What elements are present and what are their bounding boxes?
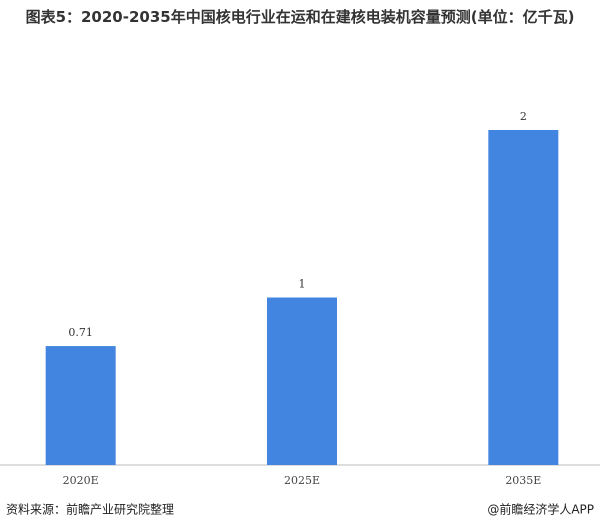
x-tick-label: 2025E bbox=[284, 474, 320, 487]
value-label: 0.71 bbox=[68, 326, 93, 339]
bar bbox=[488, 130, 559, 465]
bar bbox=[45, 346, 116, 465]
value-label: 1 bbox=[299, 278, 306, 291]
x-tick-label: 2020E bbox=[63, 474, 99, 487]
chart-title: 图表5：2020-2035年中国核电行业在运和在建核电装机容量预测(单位：亿千瓦… bbox=[25, 8, 575, 26]
credit: @前瞻经济学人APP bbox=[487, 502, 594, 517]
value-label: 2 bbox=[520, 110, 527, 123]
x-tick-label: 2035E bbox=[505, 474, 541, 487]
bar bbox=[267, 297, 337, 465]
source: 资料来源：前瞻产业研究院整理 bbox=[6, 502, 174, 517]
